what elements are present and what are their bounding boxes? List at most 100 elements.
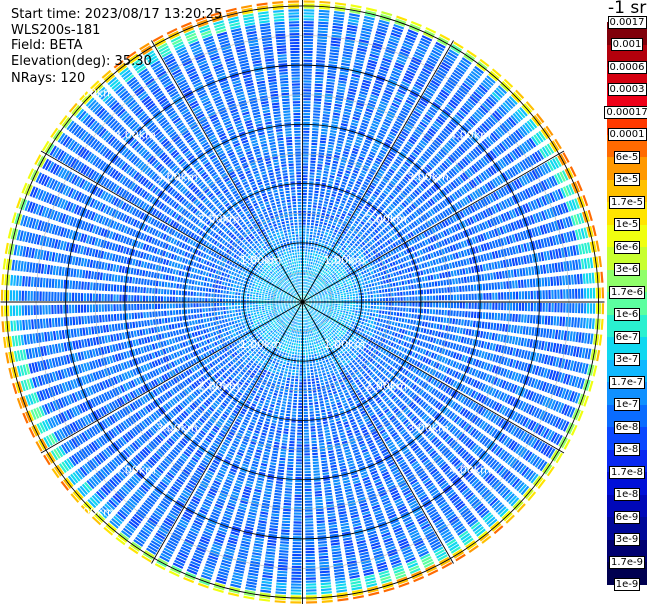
radar-gate	[530, 302, 533, 312]
radar-gate	[376, 306, 379, 310]
radar-gate	[403, 302, 406, 307]
radar-gate	[417, 308, 421, 313]
radar-gate	[316, 172, 322, 176]
radar-gate	[404, 37, 415, 44]
radar-gate	[317, 270, 320, 274]
radar-gate	[353, 304, 356, 307]
radar-gate	[306, 267, 308, 270]
radar-gate	[583, 303, 587, 314]
radar-gate	[309, 273, 312, 277]
radar-gate	[302, 237, 306, 240]
radar-gate	[352, 116, 360, 121]
radar-gate	[319, 0, 331, 4]
radar-gate	[337, 86, 346, 90]
radar-gate	[358, 296, 362, 299]
radar-gate	[329, 52, 339, 56]
radar-gate	[383, 54, 393, 61]
radar-gate	[313, 235, 316, 238]
radar-gate	[358, 308, 361, 311]
radar-gate	[486, 293, 489, 300]
radar-gate	[345, 36, 356, 41]
radar-gate	[317, 42, 327, 46]
radar-gate	[406, 31, 418, 38]
radar-gate	[374, 160, 381, 165]
radar-gate	[375, 157, 382, 163]
radar-gate	[340, 68, 349, 73]
radar-gate	[414, 290, 418, 295]
radar-gate	[312, 262, 315, 265]
radar-gate	[495, 302, 498, 310]
radar-gate	[303, 3, 315, 6]
radar-gate	[373, 309, 376, 313]
radar-gate	[313, 110, 321, 113]
radar-gate	[430, 302, 433, 308]
radar-gate	[367, 59, 378, 65]
radar-gate	[401, 45, 412, 52]
radar-gate	[330, 172, 336, 176]
radar-gate	[317, 167, 323, 170]
radar-gate	[337, 83, 346, 87]
radar-gate	[308, 193, 313, 196]
radar-gate	[395, 18, 407, 24]
radar-gate	[364, 292, 367, 295]
radar-gate	[329, 132, 337, 137]
radar-gate	[385, 49, 395, 55]
radar-gate	[450, 310, 453, 316]
radar-gate	[304, 290, 305, 293]
radar-gate	[397, 302, 400, 306]
radar-gate	[370, 168, 377, 173]
radar-gate	[353, 113, 361, 118]
radar-gate	[332, 163, 338, 167]
radar-gate	[304, 287, 306, 290]
radar-gate	[359, 189, 365, 194]
radar-gate	[305, 252, 308, 255]
radar-gate	[385, 306, 388, 310]
radar-gate	[360, 186, 367, 191]
radar-gate	[427, 302, 430, 308]
radar-gate	[322, 228, 326, 231]
radar-gate	[453, 302, 457, 309]
radar-gate	[404, 102, 413, 108]
radar-gate	[331, 212, 336, 216]
radar-gate	[370, 94, 379, 99]
radar-gate	[316, 235, 320, 239]
radar-gate	[303, 71, 312, 74]
radar-gate	[303, 104, 311, 107]
radar-gate	[364, 71, 374, 76]
radar-gate	[308, 243, 311, 246]
radar-gate	[330, 46, 340, 50]
radar-gate	[341, 59, 351, 64]
radar-gate	[554, 289, 557, 299]
radar-gate	[580, 288, 584, 299]
radar-gate	[385, 139, 393, 145]
radar-gate	[302, 216, 306, 219]
radar-gate	[333, 232, 337, 236]
radar-gate	[382, 144, 390, 150]
radar-gate	[310, 277, 312, 280]
radar-gate	[462, 302, 465, 309]
radar-gate	[360, 85, 370, 90]
radar-gate	[542, 290, 545, 300]
radar-gate	[339, 131, 346, 136]
radar-gate	[376, 290, 379, 294]
radar-gate	[459, 302, 462, 309]
radar-gate	[398, 86, 408, 92]
radar-gate	[595, 287, 599, 299]
radar-gate	[302, 252, 305, 255]
radar-gate	[324, 257, 327, 261]
radar-gate	[367, 305, 371, 309]
radar-gate	[438, 295, 442, 301]
radar-gate	[318, 24, 329, 28]
radar-gate	[358, 156, 365, 161]
radar-gate	[359, 172, 366, 177]
radar-gate	[312, 274, 315, 278]
radar-gate	[370, 294, 373, 298]
radar-gate	[429, 288, 433, 294]
radar-gate	[378, 22, 389, 28]
radar-gate	[601, 303, 605, 315]
radar-gate	[314, 190, 319, 194]
radar-gate	[307, 282, 309, 285]
radar-gate	[480, 302, 483, 310]
radar-gate	[365, 302, 368, 305]
radar-gate	[328, 249, 332, 253]
